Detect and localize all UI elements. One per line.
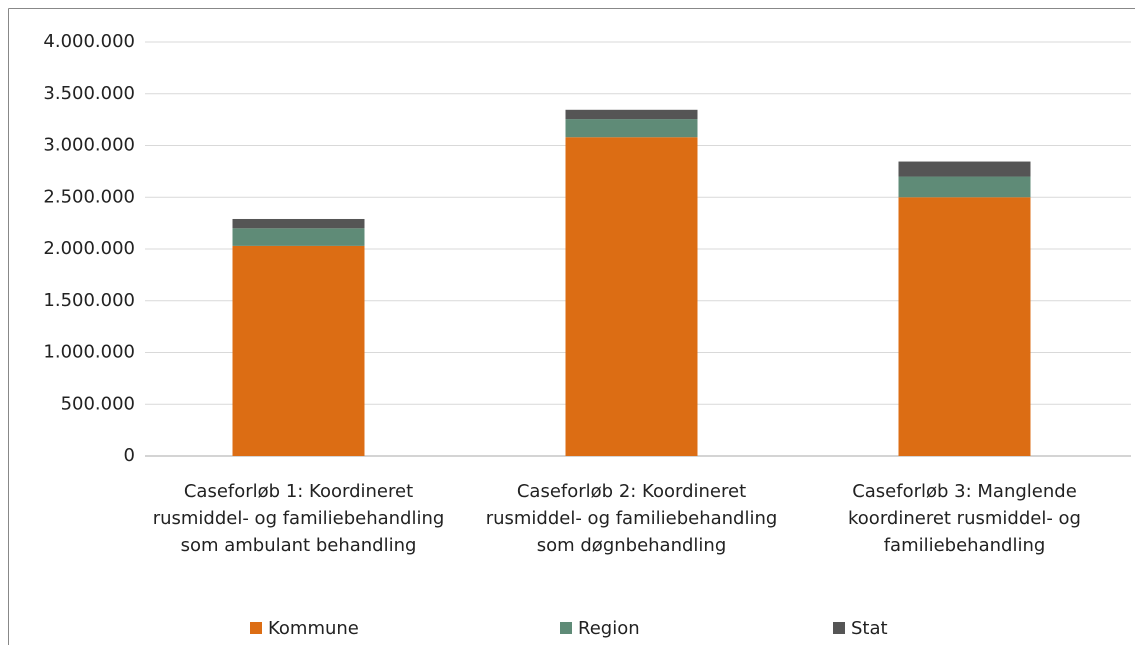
bar-segment bbox=[898, 197, 1031, 456]
bar-segment bbox=[565, 137, 698, 456]
y-tick-label: 0 bbox=[124, 445, 135, 466]
bar-segment bbox=[898, 161, 1031, 177]
legend-swatch bbox=[833, 622, 845, 634]
legend-label: Region bbox=[578, 618, 640, 639]
bar-segment bbox=[898, 176, 1031, 198]
x-tick-label: Caseforløb 1: Koordineret rusmiddel- og … bbox=[152, 481, 445, 556]
y-tick-label: 2.000.000 bbox=[43, 238, 135, 259]
x-tick-label: Caseforløb 3: Manglende koordineret rusm… bbox=[848, 481, 1081, 556]
bar-segment bbox=[232, 228, 365, 246]
bar-segment bbox=[565, 119, 698, 138]
x-tick-label: Caseforløb 2: Koordineret rusmiddel- og … bbox=[485, 481, 778, 556]
bar-segment bbox=[565, 109, 698, 120]
y-tick-label: 500.000 bbox=[61, 393, 135, 414]
legend-swatch bbox=[560, 622, 572, 634]
bar-segment bbox=[232, 218, 365, 229]
legend-swatch bbox=[250, 622, 262, 634]
y-tick-label: 1.500.000 bbox=[43, 290, 135, 311]
bar-segment bbox=[232, 245, 365, 456]
legend-label: Kommune bbox=[268, 618, 359, 639]
y-tick-label: 3.500.000 bbox=[43, 83, 135, 104]
y-tick-label: 2.500.000 bbox=[43, 186, 135, 207]
y-tick-label: 4.000.000 bbox=[43, 31, 135, 52]
y-tick-label: 3.000.000 bbox=[43, 135, 135, 156]
y-tick-label: 1.000.000 bbox=[43, 342, 135, 363]
legend-label: Stat bbox=[851, 618, 888, 639]
